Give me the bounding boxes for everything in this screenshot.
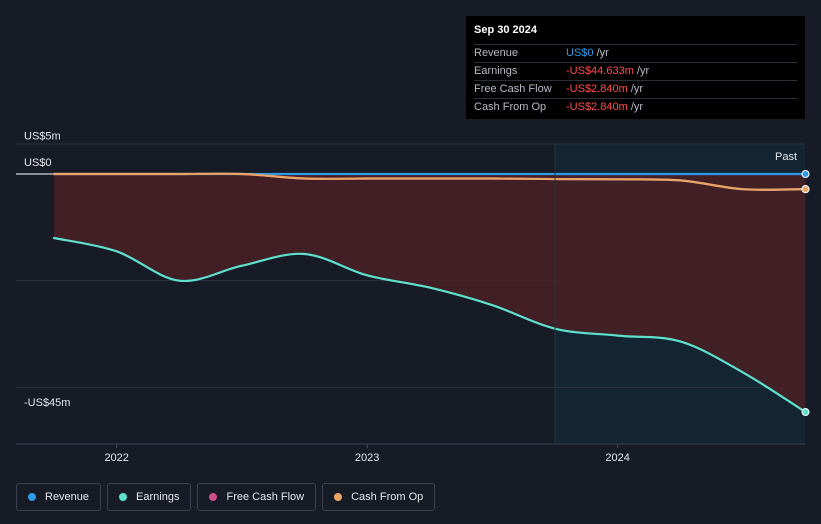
x-axis-labels: 2022 2023 2024 (16, 443, 805, 464)
past-label: Past (775, 151, 797, 163)
tooltip-value-unit: /yr (633, 65, 650, 77)
y-tick-label: US$5m (24, 130, 61, 142)
legend: Revenue Earnings Free Cash Flow Cash From O… (16, 483, 441, 511)
tooltip-row-value: -US$2.840m /yr (566, 99, 643, 116)
legend-item[interactable]: Cash From Op (322, 483, 436, 511)
y-tick-label: -US$45m (24, 397, 70, 409)
series-lines (52, 172, 807, 414)
legend-dot-icon (28, 493, 36, 501)
legend-item[interactable]: Free Cash Flow (197, 483, 317, 511)
tooltip: Sep 30 2024 Revenue US$0 /yr Earnings -US$4… (466, 16, 805, 119)
tooltip-value-unit: /yr (627, 83, 644, 95)
tooltip-value-amount: -US$44.633m (566, 65, 634, 77)
tooltip-row-value: US$0 /yr (566, 45, 609, 62)
tooltip-row-label: Cash From Op (474, 101, 547, 113)
legend-item[interactable]: Revenue (16, 483, 102, 511)
tooltip-value-amount: -US$2.840m (566, 101, 628, 113)
tooltip-row: Earnings -US$44.633m /yr (474, 62, 797, 80)
end-marker-cash-from-op (801, 185, 810, 194)
tooltip-value-unit: /yr (593, 47, 609, 59)
series-line-earnings (52, 236, 807, 414)
legend-dot-icon (334, 493, 343, 501)
tooltip-value-amount: US$0 (566, 47, 594, 59)
tooltip-row-value: -US$2.840m /yr (566, 81, 643, 98)
legend-label: Cash From Op (351, 491, 424, 503)
legend-item[interactable]: Earnings (107, 483, 192, 511)
y-axis-labels: US$5m US$0 -US$45m (24, 130, 70, 409)
negative-earnings-area (54, 174, 806, 413)
x-tick-label: 2023 (355, 452, 379, 464)
tooltip-row-label: Revenue (474, 47, 519, 59)
tooltip-row-label: Earnings (474, 65, 518, 77)
tooltip-value-unit: /yr (627, 101, 644, 113)
end-marker-earnings (801, 408, 810, 417)
legend-dot-icon (209, 493, 218, 501)
tooltip-row-value: -US$44.633m /yr (566, 63, 649, 80)
tooltip-value-amount: -US$2.840m (566, 83, 628, 95)
end-marker-revenue (801, 170, 810, 178)
legend-label: Earnings (136, 491, 180, 503)
x-tick-label: 2022 (104, 452, 128, 464)
tooltip-rows: Revenue US$0 /yr Earnings -US$44.633m /yr Fr… (474, 44, 797, 116)
x-tick-label: 2024 (605, 452, 629, 464)
tooltip-row-label: Free Cash Flow (474, 83, 552, 95)
legend-label: Free Cash Flow (226, 491, 305, 503)
legend-dot-icon (119, 493, 128, 501)
end-markers (801, 170, 810, 417)
y-tick-label: US$0 (24, 157, 52, 169)
tooltip-date: Sep 30 2024 (474, 24, 537, 36)
tooltip-row: Cash From Op -US$2.840m /yr (474, 98, 797, 116)
legend-label: Revenue (45, 491, 90, 503)
tooltip-row: Free Cash Flow -US$2.840m /yr (474, 80, 797, 98)
series-line-cash-from-op (52, 172, 807, 191)
tooltip-row: Revenue US$0 /yr (474, 44, 797, 62)
